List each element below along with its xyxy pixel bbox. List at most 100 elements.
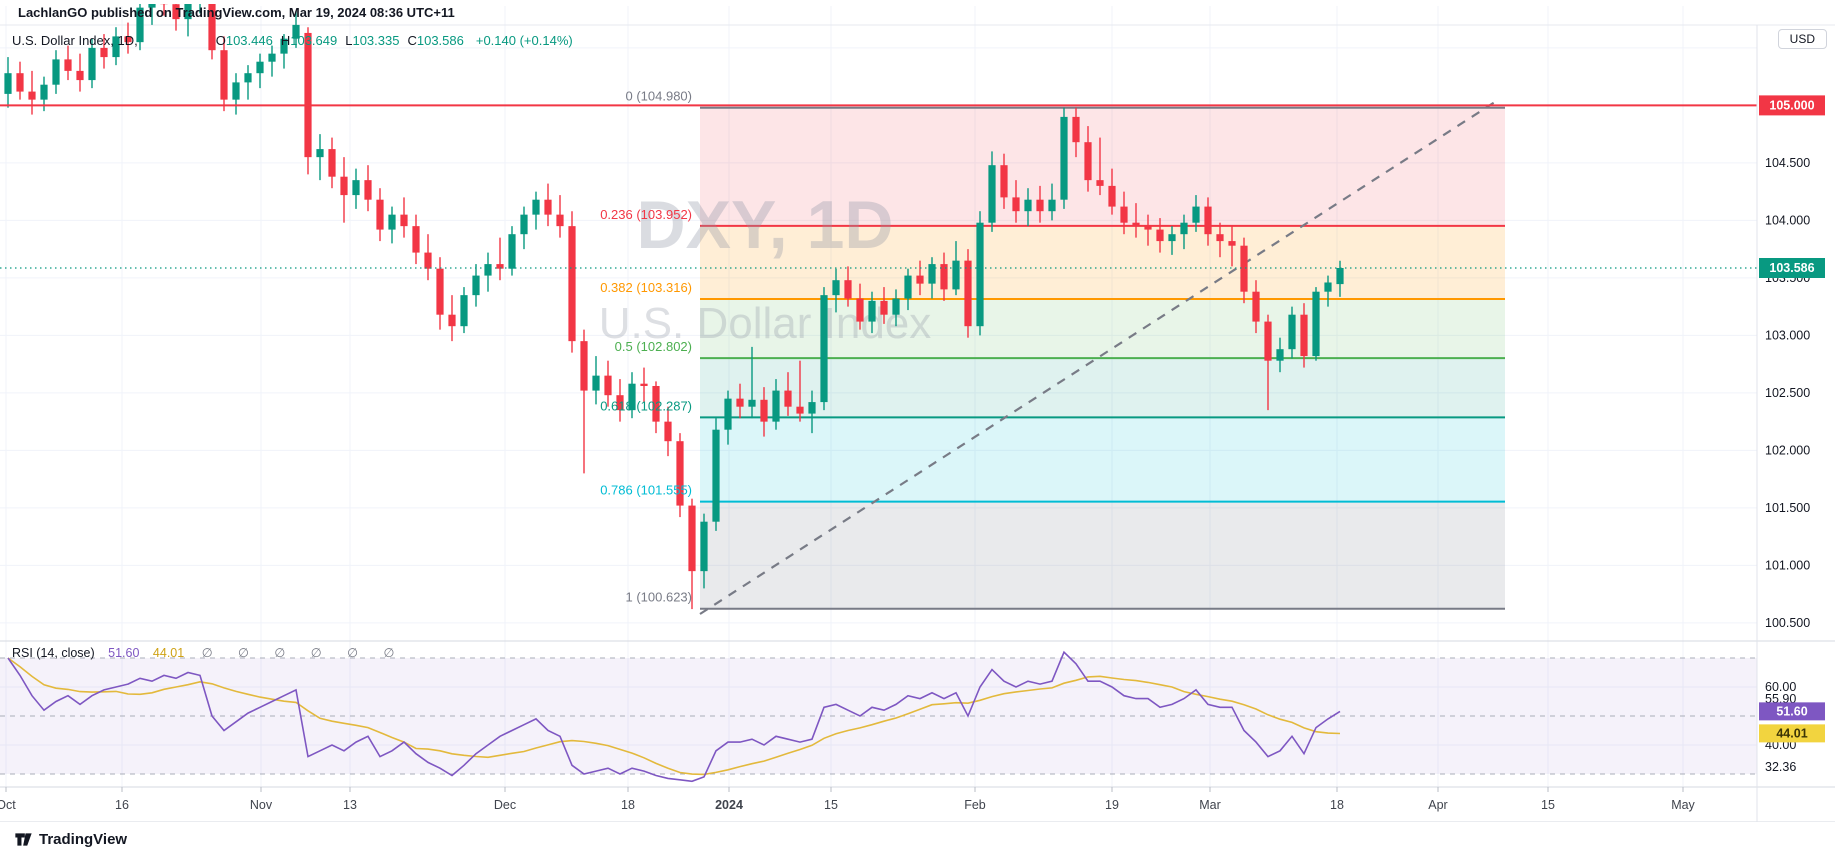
fib-retracement-zones[interactable] (700, 107, 1505, 609)
candlestick-series[interactable] (4, 0, 1344, 610)
svg-text:15: 15 (1541, 798, 1555, 812)
svg-text:19: 19 (1105, 798, 1119, 812)
candle-body (688, 505, 696, 572)
candle-body (64, 59, 72, 71)
svg-text:102.500: 102.500 (1765, 386, 1810, 400)
candle-body (1300, 314, 1308, 357)
svg-text:Feb: Feb (964, 798, 986, 812)
candle-body (652, 385, 660, 422)
candle-body (988, 165, 996, 223)
candle-body (604, 375, 612, 396)
candle-body (520, 214, 528, 235)
svg-text:100.500: 100.500 (1765, 616, 1810, 630)
svg-text:DXY, 1D: DXY, 1D (637, 187, 894, 263)
open-value: 103.446 (225, 33, 273, 48)
candle-body (88, 47, 96, 81)
candle-body (880, 300, 888, 315)
candle-body (676, 441, 684, 506)
rsi-lines[interactable] (7, 650, 1341, 783)
svg-text:16: 16 (115, 798, 129, 812)
rsi-line (7, 650, 1341, 783)
svg-text:44.01: 44.01 (1776, 726, 1807, 740)
candle-body (16, 73, 24, 92)
svg-text:1 (100.623): 1 (100.623) (626, 590, 693, 605)
candle-body (916, 275, 924, 284)
candle-body (436, 268, 444, 315)
svg-text:May: May (1671, 798, 1695, 812)
candle-body (352, 180, 360, 196)
svg-text:Mar: Mar (1199, 798, 1221, 812)
candle-body (892, 298, 900, 315)
candle-body (4, 73, 12, 94)
symbol-legend[interactable]: U.S. Dollar Index, 1D, O103.446 H103.649 L1… (12, 33, 573, 48)
candle-body (148, 4, 156, 8)
svg-text:0 (104.980): 0 (104.980) (626, 89, 693, 104)
svg-text:Oct: Oct (0, 798, 16, 812)
candle-body (316, 149, 324, 158)
svg-text:0.5 (102.802): 0.5 (102.802) (615, 339, 692, 354)
candle-body (232, 82, 240, 100)
time-axis[interactable]: Oct 16 Nov 13 Dec 18 2024 15 Feb 19 Mar 18 Apr 15 May (0, 787, 1696, 812)
candle-body (664, 421, 672, 442)
candle-body (160, 4, 168, 5)
candle-body (736, 398, 744, 407)
candle-body (460, 295, 468, 327)
candle-body (820, 295, 828, 403)
tradingview-logo[interactable]: TradingView (14, 830, 127, 849)
candle-body (1084, 142, 1092, 181)
price-axis[interactable]: 104.500104.000103.500103.000102.500102.0… (1759, 95, 1825, 774)
candle-body (424, 252, 432, 269)
candle-body (1204, 206, 1212, 235)
candle-body (904, 275, 912, 299)
candle-body (1144, 226, 1152, 230)
candle-body (484, 264, 492, 276)
candle-body (1000, 165, 1008, 198)
candle-body (1072, 116, 1080, 143)
rsi-ma-badge: 44.01 (1759, 724, 1825, 743)
rsi-value-badge: 51.60 (1759, 702, 1825, 721)
svg-text:101.500: 101.500 (1765, 501, 1810, 515)
svg-text:Dec: Dec (494, 798, 516, 812)
candle-body (496, 264, 504, 269)
candle-body (712, 429, 720, 522)
candle-body (640, 383, 648, 386)
candle-body (1288, 314, 1296, 350)
rsi-legend[interactable]: RSI (14, close) 51.60 44.01 ∅ ∅ ∅ ∅ ∅ ∅ (12, 645, 405, 660)
svg-text:2024: 2024 (715, 798, 743, 812)
svg-text:105.000: 105.000 (1769, 98, 1814, 112)
candle-body (964, 260, 972, 327)
candle-body (592, 375, 600, 391)
candle-body (280, 38, 288, 54)
candle-body (1192, 206, 1200, 223)
candle-body (340, 176, 348, 196)
candle-body (1096, 180, 1104, 186)
close-value: 103.586 (416, 33, 464, 48)
candle-body (388, 214, 396, 230)
candle-body (868, 300, 876, 322)
svg-text:0.618 (102.287): 0.618 (102.287) (600, 398, 692, 413)
candle-body (1132, 222, 1140, 227)
candle-body (760, 399, 768, 422)
candle-body (268, 53, 276, 62)
svg-text:103.000: 103.000 (1765, 328, 1810, 342)
publisher-text: LachlanGO published on TradingView.com, … (18, 5, 455, 20)
ohlc-values: O103.446 H103.649 L103.335 C103.586 +0.140 (… (215, 33, 573, 48)
change-value: +0.140 (+0.14%) (475, 33, 573, 48)
candle-body (580, 341, 588, 391)
currency-toggle-button[interactable]: USD (1777, 29, 1827, 49)
candle-body (544, 199, 552, 215)
candle-body (556, 214, 564, 227)
candle-body (844, 280, 852, 299)
symbol-title[interactable]: U.S. Dollar Index, 1D, (12, 33, 138, 48)
rsi-indicator-title[interactable]: RSI (14, close) (12, 646, 95, 660)
candle-body (1024, 199, 1032, 212)
candle-body (1168, 234, 1176, 242)
gridlines (0, 6, 1757, 787)
fib-level-labels: 0 (104.980) 0.236 (103.952) 0.382 (103.316… (600, 89, 692, 605)
dashed-trendline[interactable] (699, 99, 1499, 615)
candle-body (784, 390, 792, 407)
candle-body (724, 398, 732, 430)
candle-body (40, 84, 48, 100)
